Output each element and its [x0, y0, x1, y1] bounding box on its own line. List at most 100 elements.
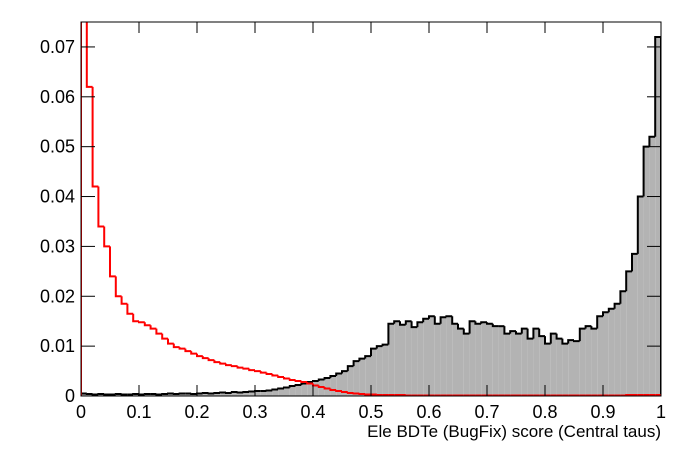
hist-step — [190, 351, 197, 355]
hist-step — [648, 135, 656, 147]
bar — [255, 391, 261, 396]
hist-step — [155, 328, 163, 335]
bar — [353, 361, 360, 396]
plot-area — [81, 22, 661, 396]
hist-step — [172, 343, 180, 349]
hist-step — [120, 296, 128, 305]
hist-step — [138, 321, 145, 324]
bar — [272, 389, 279, 396]
hist-step — [636, 195, 644, 254]
x-tick-label: 0.5 — [358, 402, 383, 422]
bar — [516, 333, 522, 396]
bar — [423, 318, 429, 396]
bar — [539, 336, 545, 396]
bar — [510, 331, 516, 396]
hist-step — [410, 321, 418, 329]
hist-step — [613, 302, 621, 309]
hist-step — [201, 356, 209, 360]
hist-step — [549, 332, 557, 344]
bar — [585, 326, 592, 396]
hist-step — [428, 315, 435, 319]
bar — [487, 323, 493, 396]
hist-step — [306, 382, 313, 385]
bar — [324, 378, 331, 396]
bar — [481, 322, 487, 396]
bar — [411, 327, 418, 396]
hist-step — [346, 365, 354, 372]
hist-step — [323, 387, 331, 390]
hist-step — [584, 325, 592, 329]
bar — [295, 385, 302, 396]
bar — [388, 323, 395, 396]
bar — [342, 371, 348, 396]
bar — [394, 321, 400, 396]
hist-step — [509, 330, 516, 334]
bar — [243, 392, 250, 396]
bar — [614, 303, 621, 396]
hist-step — [422, 317, 429, 323]
hist-step — [515, 331, 522, 335]
bar — [400, 324, 406, 396]
hist-step — [143, 322, 151, 327]
x-tick-label: 0.1 — [126, 402, 151, 422]
bar — [417, 322, 424, 396]
hist-step — [341, 370, 348, 374]
bar — [463, 333, 470, 396]
bar — [226, 393, 232, 396]
hist-step — [323, 377, 331, 380]
bar — [446, 316, 453, 396]
bar — [556, 338, 563, 396]
bar — [301, 383, 308, 396]
bar — [249, 391, 255, 396]
bar — [179, 393, 186, 396]
bar — [208, 393, 215, 396]
x-axis-label: Ele BDTe (BugFix) score (Central taus) — [367, 422, 661, 441]
hist-step — [196, 353, 203, 358]
hist-step — [590, 326, 598, 330]
hist-step — [607, 307, 615, 313]
hist-step — [381, 343, 389, 347]
hist-step — [573, 340, 580, 343]
bar — [521, 328, 528, 396]
hist-step — [167, 338, 174, 345]
y-tick-label: 0.07 — [40, 37, 75, 57]
y-tick-label: 0.04 — [40, 187, 75, 207]
bar — [313, 381, 319, 396]
hist-step — [126, 303, 134, 315]
x-tick-label: 0.7 — [474, 402, 499, 422]
hist-step — [230, 365, 238, 368]
bar — [533, 328, 540, 396]
hist-step — [445, 315, 453, 318]
hist-step — [352, 360, 360, 367]
hist-step — [300, 382, 308, 386]
bar — [336, 373, 342, 396]
y-tick-label: 0.01 — [40, 336, 75, 356]
hist-step — [567, 339, 574, 344]
hist-step — [532, 327, 540, 339]
bar — [266, 390, 273, 396]
bar — [330, 376, 337, 396]
hist-step — [265, 372, 273, 376]
hist-step — [81, 392, 87, 396]
hist-step — [393, 320, 400, 324]
hist-step — [329, 388, 337, 392]
hist-step — [538, 328, 545, 338]
hist-step — [132, 313, 139, 323]
hist-step — [457, 323, 464, 330]
bar — [307, 382, 313, 396]
hist-step — [329, 375, 337, 379]
bar — [498, 326, 505, 396]
hist-step — [178, 347, 186, 350]
bar — [632, 253, 638, 396]
x-tick-label: 0.3 — [242, 402, 267, 422]
hist-step — [242, 367, 250, 370]
hist-step — [433, 316, 441, 325]
bar — [347, 366, 354, 396]
hist-step — [317, 385, 325, 389]
hist-step — [294, 380, 302, 383]
hist-step — [335, 390, 342, 393]
y-tick-label: 0 — [65, 386, 75, 406]
hist-step — [230, 391, 238, 394]
hist-step — [462, 328, 470, 335]
bar — [81, 393, 87, 396]
